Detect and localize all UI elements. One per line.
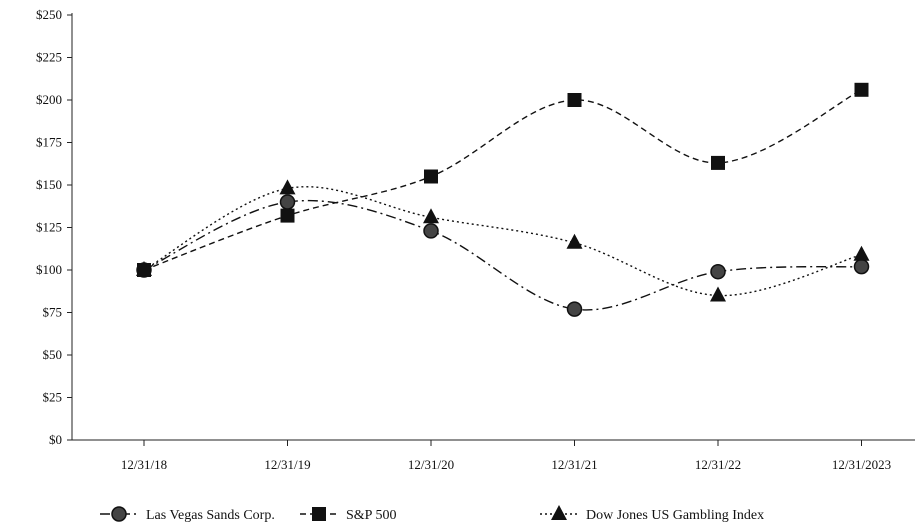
x-tick-label: 12/31/22 xyxy=(695,457,741,472)
data-point-triangle xyxy=(136,261,152,276)
y-tick-label: $50 xyxy=(43,347,63,362)
y-tick-label: $250 xyxy=(36,7,62,22)
data-point-square xyxy=(854,82,869,97)
data-point-circle xyxy=(710,263,726,280)
data-point-triangle xyxy=(710,286,726,302)
data-point-square xyxy=(711,155,725,170)
data-point-circle xyxy=(279,194,296,210)
y-tick-label: $225 xyxy=(36,50,62,65)
data-point-square xyxy=(424,169,438,184)
series-line-2 xyxy=(143,89,862,271)
x-axis-ticks: 12/31/18 12/31/19 12/31/20 12/31/21 12/31/22… xyxy=(121,440,891,472)
y-tick-label: $100 xyxy=(36,262,62,277)
x-tick-label: 12/31/20 xyxy=(408,457,454,472)
x-tick-label: 12/31/18 xyxy=(121,457,167,472)
data-point-triangle xyxy=(279,179,296,195)
legend: Las Vegas Sands Corp. S&P 500 Dow Jones US… xyxy=(100,505,764,523)
data-point-triangle xyxy=(566,233,583,249)
legend-label: S&P 500 xyxy=(346,508,396,523)
series-line-3 xyxy=(143,186,862,297)
y-tick-label: $25 xyxy=(43,390,63,405)
y-tick-label: $0 xyxy=(49,432,62,447)
axes xyxy=(71,13,915,441)
legend-marker-square xyxy=(312,507,326,521)
legend-item: Dow Jones US Gambling Index xyxy=(540,505,764,523)
x-tick-label: 12/31/19 xyxy=(264,457,310,472)
legend-marker-triangle xyxy=(551,505,567,520)
series-line-1 xyxy=(143,199,862,311)
data-point-circle xyxy=(423,223,439,239)
data-point-circle xyxy=(566,301,583,317)
series-markers xyxy=(136,82,870,317)
y-tick-label: $150 xyxy=(36,177,62,192)
data-point-square xyxy=(567,93,582,107)
y-axis-ticks: $0 $25 $50 $75 $100 $125 $150 $175 $200 $225 $250 xyxy=(36,7,72,447)
series-lines xyxy=(143,89,862,311)
legend-label: Dow Jones US Gambling Index xyxy=(586,508,764,523)
data-point-triangle xyxy=(423,208,439,224)
data-point-circle xyxy=(853,258,870,275)
x-tick-label: 12/31/21 xyxy=(551,457,597,472)
legend-marker-circle xyxy=(111,506,127,522)
data-point-square xyxy=(280,208,295,223)
y-tick-label: $200 xyxy=(36,92,62,107)
y-tick-label: $175 xyxy=(36,135,62,150)
x-tick-label: 12/31/2023 xyxy=(832,457,891,472)
legend-item: Las Vegas Sands Corp. xyxy=(100,506,275,523)
y-tick-label: $125 xyxy=(36,220,62,235)
y-tick-label: $75 xyxy=(43,305,63,320)
legend-label: Las Vegas Sands Corp. xyxy=(146,508,275,523)
legend-item: S&P 500 xyxy=(300,507,396,523)
data-point-triangle xyxy=(853,245,870,261)
